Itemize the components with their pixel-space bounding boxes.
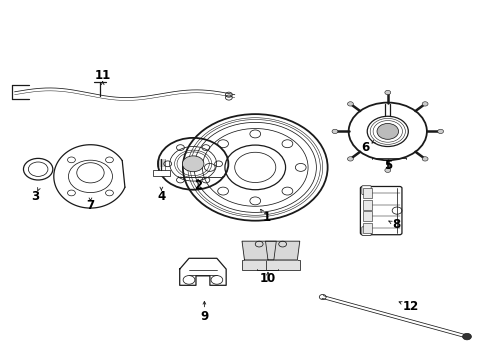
Text: 12: 12: [402, 300, 418, 313]
Text: 3: 3: [31, 190, 39, 203]
Text: 4: 4: [157, 190, 165, 203]
FancyBboxPatch shape: [361, 186, 370, 194]
Text: 11: 11: [94, 69, 111, 82]
Circle shape: [437, 129, 443, 134]
Bar: [362, 200, 371, 210]
Bar: [362, 188, 371, 198]
FancyBboxPatch shape: [242, 260, 276, 270]
Text: 5: 5: [383, 159, 391, 172]
FancyBboxPatch shape: [361, 227, 370, 235]
Bar: [362, 211, 371, 221]
Polygon shape: [265, 241, 299, 260]
Circle shape: [331, 129, 337, 134]
Text: 1: 1: [262, 211, 270, 224]
Text: 8: 8: [391, 219, 399, 231]
Bar: [152, 170, 170, 176]
Circle shape: [384, 90, 390, 95]
Circle shape: [462, 333, 470, 340]
Text: 9: 9: [200, 310, 208, 323]
FancyBboxPatch shape: [360, 186, 401, 235]
Circle shape: [421, 157, 427, 161]
FancyBboxPatch shape: [265, 260, 299, 270]
Text: 7: 7: [86, 199, 94, 212]
Circle shape: [347, 102, 353, 106]
Circle shape: [376, 123, 398, 139]
Bar: [362, 223, 371, 233]
Text: 2: 2: [194, 179, 202, 192]
Circle shape: [182, 156, 203, 172]
Text: 10: 10: [259, 273, 276, 285]
Circle shape: [421, 102, 427, 106]
Polygon shape: [242, 241, 276, 260]
Text: 6: 6: [361, 141, 369, 154]
Circle shape: [347, 157, 353, 161]
Circle shape: [384, 168, 390, 172]
